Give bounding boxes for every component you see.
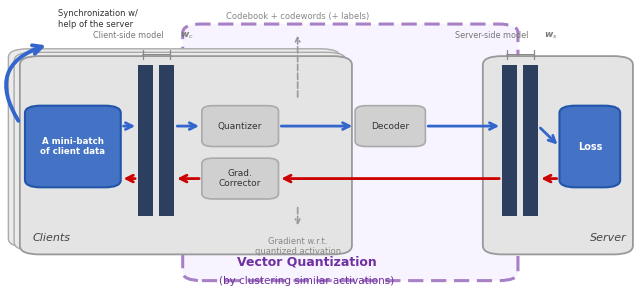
Text: $\boldsymbol{w}_c$: $\boldsymbol{w}_c$ (180, 30, 194, 41)
FancyBboxPatch shape (202, 158, 278, 199)
Text: Synchronization w/
help of the server: Synchronization w/ help of the server (58, 9, 138, 29)
Text: Server-side model: Server-side model (456, 31, 534, 40)
FancyBboxPatch shape (182, 24, 518, 281)
FancyBboxPatch shape (8, 49, 340, 247)
Text: Server: Server (590, 233, 627, 243)
Bar (138, 65, 154, 217)
Text: Decoder: Decoder (371, 122, 410, 131)
Text: Vector Quantization: Vector Quantization (237, 256, 376, 269)
FancyBboxPatch shape (14, 52, 346, 251)
Text: Client-side model: Client-side model (93, 31, 168, 40)
Text: A mini-batch
of client data: A mini-batch of client data (40, 137, 106, 156)
FancyBboxPatch shape (559, 106, 620, 187)
Text: (by clustering similar activations): (by clustering similar activations) (219, 277, 394, 287)
Bar (523, 65, 538, 217)
FancyBboxPatch shape (355, 106, 426, 146)
FancyBboxPatch shape (202, 106, 278, 146)
Text: Gradient w.r.t.
quantized activation: Gradient w.r.t. quantized activation (255, 237, 340, 256)
Text: Grad.
Corrector: Grad. Corrector (219, 169, 261, 188)
FancyBboxPatch shape (20, 56, 352, 254)
Text: Clients: Clients (33, 233, 70, 243)
Text: Quantizer: Quantizer (218, 122, 262, 131)
FancyBboxPatch shape (483, 56, 633, 254)
Bar (159, 65, 174, 217)
Text: $\boldsymbol{w}_s$: $\boldsymbol{w}_s$ (544, 30, 557, 41)
FancyBboxPatch shape (25, 106, 121, 187)
Text: Loss: Loss (578, 142, 602, 151)
Text: Codebook + codewords (+ labels): Codebook + codewords (+ labels) (226, 12, 369, 21)
Bar (502, 65, 517, 217)
